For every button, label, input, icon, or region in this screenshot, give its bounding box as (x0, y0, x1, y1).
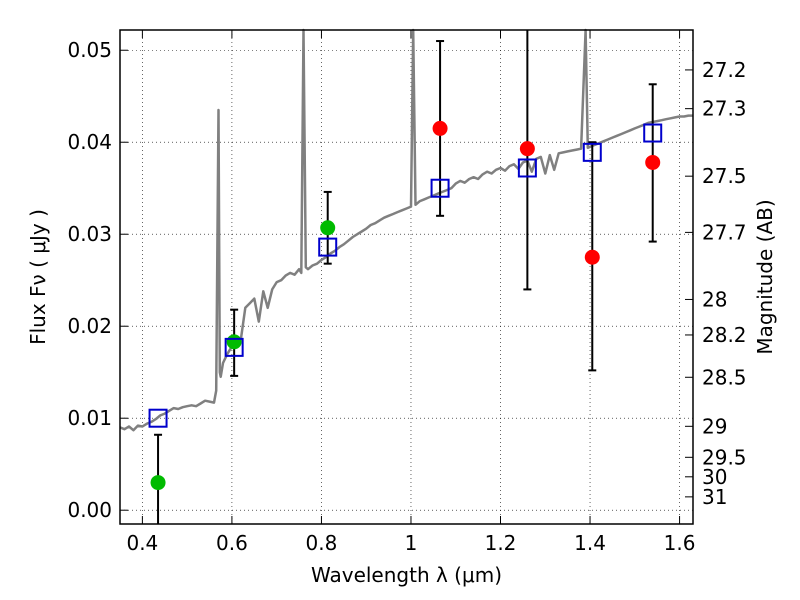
template-spectrum-line (119, 28, 693, 432)
y-axis-label: Flux Fν ( μJy ) (26, 209, 50, 345)
x-tick-label: 0.6 (216, 531, 248, 555)
x-tick-label: 1.2 (485, 531, 517, 555)
y-tick-label: 0.02 (67, 314, 112, 338)
data-point-circle (432, 120, 448, 136)
plot-frame (119, 29, 694, 525)
magnitude-tick-label: 28.5 (702, 365, 747, 389)
template-spectrum-layer (119, 28, 693, 432)
magnitude-tick-label: 27.2 (702, 58, 747, 82)
x-tick-label: 1 (405, 531, 418, 555)
magnitude-tick-label: 29.5 (702, 445, 747, 469)
y-tick-label: 0.04 (67, 130, 112, 154)
magnitude-axis-label: Magnitude (AB) (753, 199, 777, 354)
magnitude-tick-label: 27.5 (702, 164, 747, 188)
model-point-square (148, 408, 168, 428)
grid-lines (120, 30, 693, 524)
data-point-circle (519, 141, 535, 157)
model-point-square (430, 178, 450, 198)
x-tick-label: 0.4 (126, 531, 158, 555)
magnitude-tick-label: 29 (702, 414, 727, 438)
y-tick-label: 0.01 (67, 406, 112, 430)
magnitude-tick-label: 27.7 (702, 220, 747, 244)
data-point-circle (226, 334, 242, 350)
x-tick-label: 1.6 (664, 531, 696, 555)
y-tick-label: 0.03 (67, 222, 112, 246)
data-points-layer (148, 120, 663, 491)
model-point-square (582, 142, 602, 162)
model-point-square (643, 123, 663, 143)
data-point-circle (584, 249, 600, 265)
y-tick-label: 0.05 (67, 38, 112, 62)
x-tick-label: 1.4 (574, 531, 606, 555)
magnitude-tick-label: 30 (702, 465, 727, 489)
data-point-circle (150, 475, 166, 491)
model-point-square (224, 337, 244, 357)
magnitude-tick-label: 28 (702, 287, 727, 311)
ticks-layer: 0.4 0.6 0.8 1 1.2 1.4 1.6 0.00 0.01 0.02 0.03 0.04 0… (67, 30, 747, 555)
magnitude-tick-label: 28.2 (702, 323, 747, 347)
model-point-square (318, 237, 338, 257)
x-tick-label: 0.8 (306, 531, 338, 555)
data-point-circle (320, 220, 336, 236)
magnitude-tick-label: 31 (702, 485, 727, 509)
model-point-square (517, 158, 537, 178)
magnitude-tick-label: 27.3 (702, 97, 747, 121)
error-bars-layer (154, 30, 657, 524)
data-point-circle (645, 154, 661, 170)
y-tick-label: 0.00 (67, 498, 112, 522)
x-axis-label: Wavelength λ (μm) (311, 563, 502, 587)
